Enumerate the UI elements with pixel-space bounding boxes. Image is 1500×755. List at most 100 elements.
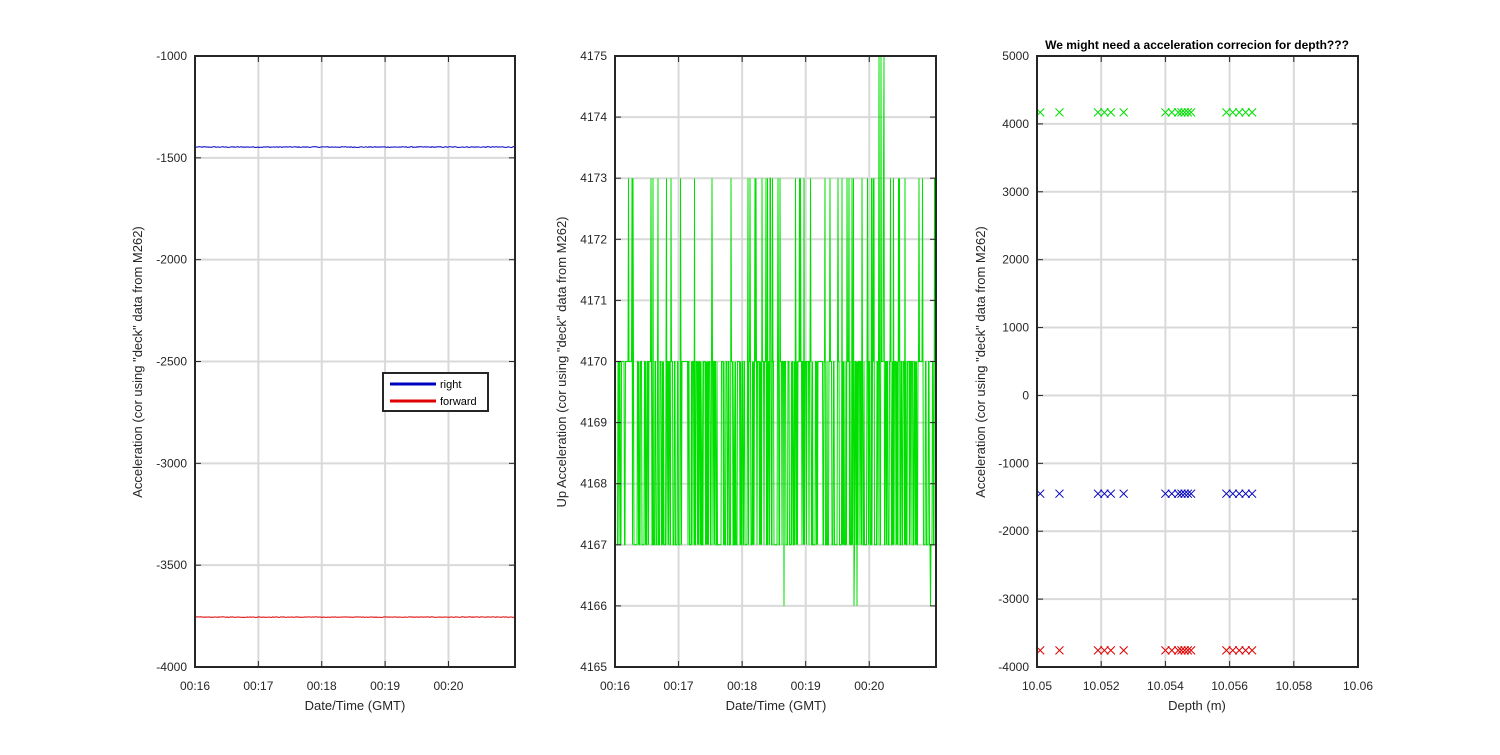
x-tick-label: 10.056 — [1211, 679, 1248, 693]
x-tick-label: 10.06 — [1343, 679, 1373, 693]
scatter-point-x-marker — [1180, 107, 1190, 117]
panel-3-x-ticks: 10.05 10.052 10.054 10.056 10.058 10.06 — [1022, 56, 1373, 693]
marker-stroke — [1241, 646, 1251, 655]
scatter-point-x-marker — [1180, 489, 1190, 499]
scatter-point-x-marker — [1241, 107, 1251, 117]
marker-stroke — [1183, 489, 1193, 499]
y-tick-label: 4173 — [580, 171, 607, 185]
marker-stroke — [1228, 489, 1238, 499]
panel-3-points — [1035, 107, 1257, 655]
scatter-point-x-marker — [1177, 107, 1186, 117]
y-tick-label: -2500 — [156, 355, 187, 369]
scatter-point-x-marker — [1186, 107, 1196, 117]
scatter-point-x-marker — [1186, 489, 1196, 499]
y-tick-label: -4000 — [156, 660, 187, 674]
marker-stroke — [1100, 646, 1109, 655]
panel-3-y-label: Acceleration (cor using "deck" data from… — [973, 226, 988, 498]
scatter-point-x-marker — [1093, 489, 1103, 499]
panel-1-y-ticks: -1000 -1500 -2000 -2500 -3000 -3500 -4000 — [156, 49, 515, 674]
scatter-point-x-marker — [1183, 646, 1193, 655]
y-tick-label: 1000 — [1002, 321, 1029, 335]
scatter-point-x-marker — [1222, 107, 1231, 117]
marker-stroke — [1161, 107, 1170, 117]
panel-1-acceleration-right-forward: -1000 -1500 -2000 -2500 -3000 -3500 -4000 00:1… — [130, 49, 516, 713]
marker-stroke — [1177, 107, 1186, 117]
panel-3-title: We might need a acceleration correcion f… — [1045, 38, 1349, 52]
panel-2-y-label: Up Acceleration (cor using "deck" data f… — [554, 216, 569, 507]
scatter-point-x-marker — [1100, 489, 1109, 499]
scatter-point-x-marker — [1173, 489, 1183, 499]
panel-3-x-label: Depth (m) — [1168, 698, 1226, 713]
x-tick-label: 00:18 — [307, 679, 337, 693]
x-tick-label: 00:17 — [664, 679, 694, 693]
y-tick-label: 4174 — [580, 110, 607, 124]
panel-2-x-label: Date/Time (GMT) — [726, 698, 827, 713]
scatter-point-x-marker — [1119, 646, 1129, 655]
y-tick-label: 4169 — [580, 416, 607, 430]
scatter-point-x-marker — [1119, 107, 1129, 117]
scatter-point-x-marker — [1183, 107, 1193, 117]
scatter-point-x-marker — [1234, 646, 1244, 655]
panel-1-series — [195, 146, 515, 618]
scatter-point-x-marker — [1247, 646, 1257, 655]
y-tick-label: 4170 — [580, 355, 607, 369]
scatter-point-x-marker — [1119, 489, 1129, 499]
marker-stroke — [1119, 489, 1129, 499]
panel-1-y-label: Acceleration (cor using "deck" data from… — [130, 226, 145, 498]
scatter-point-x-marker — [1167, 646, 1177, 655]
x-tick-label: 00:20 — [433, 679, 463, 693]
scatter-point-x-marker — [1055, 489, 1064, 499]
scatter-point-x-marker — [1167, 107, 1177, 117]
marker-stroke — [1241, 107, 1251, 117]
series-up-line — [617, 55, 936, 606]
x-tick-label: 00:20 — [854, 679, 884, 693]
marker-stroke — [1173, 489, 1183, 499]
marker-stroke — [1167, 489, 1177, 499]
marker-stroke — [1234, 646, 1244, 655]
y-tick-label: 0 — [1022, 388, 1029, 402]
x-tick-label: 10.052 — [1083, 679, 1120, 693]
marker-stroke — [1186, 646, 1196, 655]
series-right-line — [195, 146, 515, 149]
scatter-point-x-marker — [1106, 489, 1116, 499]
series-forward-line — [195, 616, 515, 618]
legend-forward-label: forward — [440, 396, 477, 408]
y-tick-label: -2000 — [156, 253, 187, 267]
marker-stroke — [1093, 646, 1103, 655]
marker-stroke — [1055, 489, 1064, 499]
marker-stroke — [1173, 107, 1183, 117]
y-tick-label: 4167 — [580, 538, 607, 552]
scatter-point-x-marker — [1055, 646, 1064, 655]
y-tick-label: -2000 — [998, 524, 1029, 538]
marker-stroke — [1247, 489, 1257, 499]
marker-stroke — [1222, 107, 1231, 117]
panel-3-background — [1037, 56, 1358, 667]
scatter-point-x-marker — [1234, 489, 1244, 499]
marker-stroke — [1186, 107, 1196, 117]
y-tick-label: 4000 — [1002, 117, 1029, 131]
scatter-point-x-marker — [1228, 107, 1238, 117]
scatter-point-x-marker — [1173, 107, 1183, 117]
scatter-point-x-marker — [1183, 489, 1193, 499]
y-tick-label: 5000 — [1002, 49, 1029, 63]
panel-2-series — [617, 55, 936, 606]
x-tick-label: 10.05 — [1022, 679, 1052, 693]
marker-stroke — [1106, 107, 1116, 117]
x-tick-label: 00:17 — [243, 679, 273, 693]
legend-box — [382, 372, 489, 412]
marker-stroke — [1222, 646, 1231, 655]
scatter-point-x-marker — [1161, 489, 1170, 499]
marker-stroke — [1093, 489, 1103, 499]
scatter-point-x-marker — [1100, 646, 1109, 655]
marker-stroke — [1167, 107, 1177, 117]
x-tick-label: 10.058 — [1275, 679, 1312, 693]
scatter-point-x-marker — [1222, 646, 1231, 655]
y-tick-label: 4168 — [580, 477, 607, 491]
marker-stroke — [1119, 107, 1129, 117]
scatter-point-x-marker — [1180, 646, 1190, 655]
scatter-point-x-marker — [1177, 489, 1186, 499]
panel-2-x-ticks: 00:16 00:17 00:18 00:19 00:20 — [600, 56, 885, 693]
y-tick-label: 2000 — [1002, 253, 1029, 267]
y-tick-label: 4165 — [580, 660, 607, 674]
